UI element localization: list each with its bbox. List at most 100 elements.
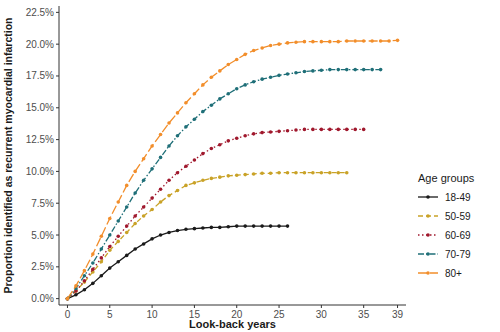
series-marker: [311, 40, 315, 44]
series-marker: [159, 156, 163, 160]
series-marker: [91, 268, 95, 272]
series-marker: [159, 200, 163, 204]
series-marker: [286, 41, 290, 45]
series-marker: [66, 297, 70, 301]
legend-label: 60-69: [445, 230, 471, 241]
series-marker: [320, 68, 324, 72]
series-marker: [294, 71, 298, 75]
series-marker: [353, 68, 357, 72]
chart: 0.0%2.5%5.0%7.5%10.0%12.5%15.0%17.5%20.0…: [0, 0, 500, 332]
y-tick: [56, 171, 59, 172]
series-marker: [116, 260, 120, 264]
x-tick-label: 30: [316, 309, 328, 320]
series-marker: [345, 39, 349, 43]
series-marker: [116, 240, 120, 244]
y-tick-label: 17.5%: [26, 70, 54, 81]
series-marker: [159, 233, 163, 237]
series-marker: [226, 139, 230, 143]
series-marker: [243, 173, 247, 177]
series-marker: [260, 131, 264, 135]
series-marker: [108, 245, 112, 249]
series-marker: [176, 189, 180, 193]
series-marker: [328, 171, 332, 175]
y-tick: [56, 298, 59, 299]
series-marker: [286, 129, 290, 133]
y-axis-label: Proportion identified as recurrent myoca…: [2, 18, 14, 294]
series-marker: [100, 260, 104, 264]
series-marker: [142, 214, 146, 218]
y-tick: [56, 203, 59, 204]
series-marker: [379, 39, 383, 43]
series-marker: [336, 171, 340, 175]
series-marker: [167, 121, 171, 125]
series-marker: [184, 227, 188, 231]
series-marker: [252, 80, 256, 84]
y-tick-label: 22.5%: [26, 7, 54, 18]
series-marker: [167, 179, 171, 183]
series-marker: [91, 252, 95, 256]
series-marker: [83, 279, 87, 283]
series-marker: [150, 237, 154, 241]
series-marker: [226, 63, 230, 67]
series-marker: [260, 77, 264, 81]
series-marker: [100, 247, 104, 251]
series-marker: [83, 274, 87, 278]
series-marker: [116, 200, 120, 204]
series-marker: [243, 134, 247, 138]
series-marker: [201, 152, 205, 156]
series-marker: [218, 69, 222, 73]
legend-title: Age groups: [418, 172, 475, 184]
series-marker: [184, 101, 188, 105]
x-tick: [194, 305, 195, 308]
series-marker: [379, 68, 383, 72]
series-marker: [252, 132, 256, 136]
series-marker: [150, 144, 154, 148]
series-marker: [226, 92, 230, 96]
series-marker: [176, 111, 180, 115]
x-tick: [363, 305, 364, 308]
series-marker: [286, 171, 290, 175]
y-axis-line: [59, 6, 60, 305]
series-marker: [362, 128, 366, 132]
series-marker: [362, 39, 366, 43]
series-marker: [252, 172, 256, 176]
series-marker: [201, 179, 205, 183]
x-axis-label: Look-back years: [189, 318, 276, 330]
series-marker: [235, 58, 239, 62]
y-tick: [56, 75, 59, 76]
series-marker: [74, 284, 78, 288]
legend-label: 70-79: [445, 249, 471, 260]
x-tick: [67, 305, 68, 308]
legend-marker: [426, 271, 430, 275]
series-marker: [83, 288, 87, 292]
x-tick-label: 5: [107, 309, 113, 320]
series-marker: [303, 40, 307, 44]
series-marker: [277, 130, 281, 134]
series-marker: [193, 92, 197, 96]
series-marker: [345, 68, 349, 72]
series-marker: [320, 40, 324, 44]
series-marker: [311, 69, 315, 73]
series-line: [67, 40, 397, 298]
y-tick-label: 15.0%: [26, 102, 54, 113]
series-marker: [193, 158, 197, 162]
series-marker: [193, 117, 197, 121]
series-line: [67, 173, 346, 299]
series-marker: [235, 173, 239, 177]
series-marker: [91, 261, 95, 265]
series-marker: [133, 247, 137, 251]
series-marker: [226, 174, 230, 178]
x-tick: [279, 305, 280, 308]
series-marker: [91, 282, 95, 286]
series-marker: [243, 53, 247, 57]
legend-label: 18-49: [445, 192, 471, 203]
y-tick-label: 2.5%: [31, 261, 54, 272]
series-marker: [252, 224, 256, 228]
series-marker: [353, 39, 357, 43]
series-marker: [320, 128, 324, 132]
series-marker: [353, 128, 357, 132]
series-marker: [133, 191, 137, 195]
series-marker: [167, 144, 171, 148]
series-marker: [294, 128, 298, 132]
series-marker: [269, 172, 273, 176]
